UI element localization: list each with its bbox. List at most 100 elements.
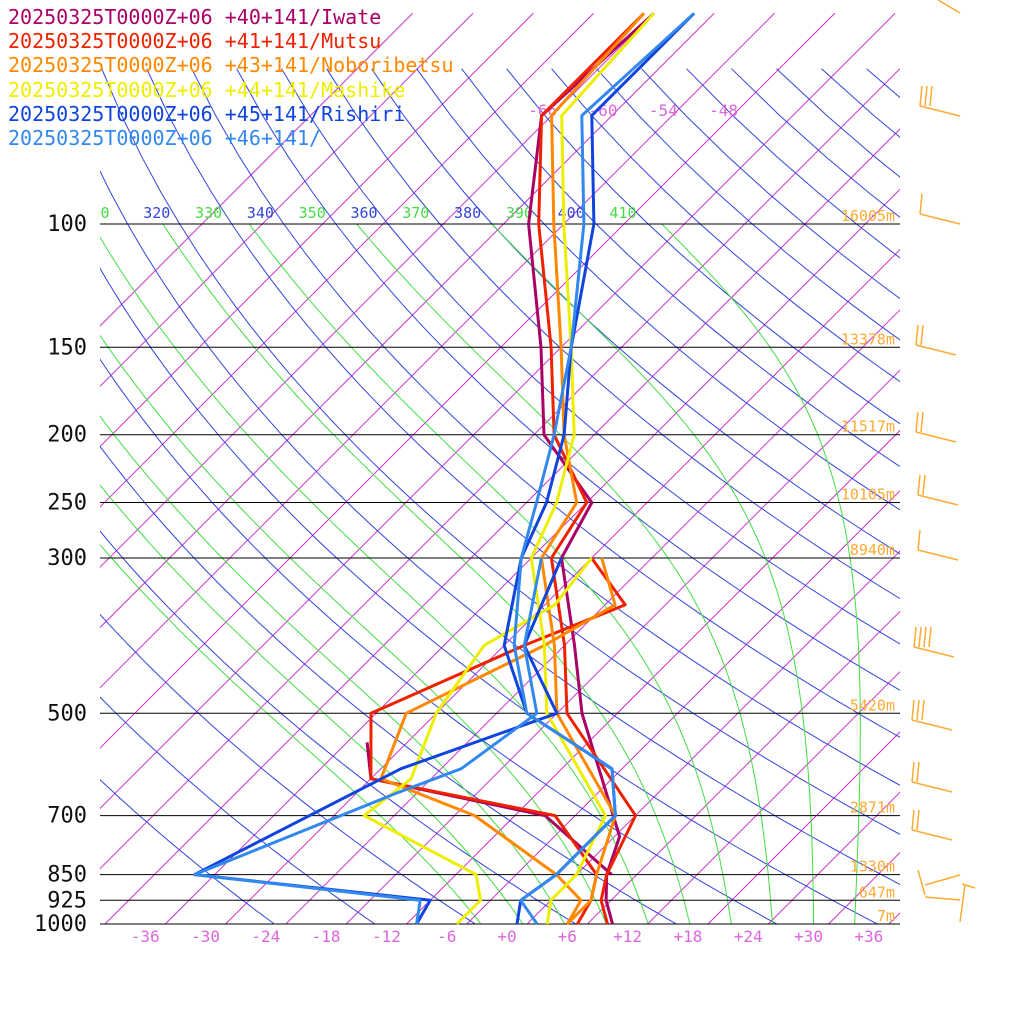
isotherm-label: -54 [649,101,678,120]
wind-barb [919,193,961,225]
height-label: 10105m [841,486,895,504]
moist-adiabat-line [356,223,774,924]
moist-adiabat-line [100,415,566,924]
isotherm-line [100,12,775,689]
dry-adiabat-line [100,358,778,924]
isentrope-label: 320 [143,204,170,222]
dewpoint-line [193,557,563,925]
temperature-line [512,12,696,925]
height-label: 1330m [850,858,895,876]
pressure-label: 1000 [34,912,87,937]
dewpoint-line [193,557,543,925]
isotherm-line [100,12,474,388]
height-label: 16005m [841,207,895,225]
isotherm-label: -48 [709,101,738,120]
x-tick-label: -6 [437,927,456,946]
moist-adiabat-lines [100,223,861,924]
pressure-label: 700 [47,804,87,829]
dry-adiabat-line [100,613,477,924]
moist-adiabat-line [661,223,861,924]
dry-adiabat-line [146,68,900,786]
x-tick-label: -30 [191,927,220,946]
isotherm-line [466,490,900,924]
dry-adiabat-line [281,68,900,645]
pressure-label: 500 [47,701,87,726]
legend-entry: 20250325T0000Z+06 +41+141/Mutsu [8,29,382,54]
dry-adiabat-line [326,68,900,600]
x-tick-labels: -36 -30 -24 -18 -12 -6 +0 +6 +12 +18 +24 +30 +36 [131,927,884,946]
legend-entry: 20250325T0000Z+06 +40+141/Iwate [8,5,382,29]
legend-entry: 20250325T0000Z+06 +44+141/Mashike [8,77,406,102]
sounding-series [193,12,696,926]
pressure-label: 200 [47,423,87,448]
isotherm-line [587,610,900,924]
moist-adiabat-line [162,223,691,924]
moist-adiabat-line [100,334,607,924]
moist-adiabat-line [100,543,482,924]
moist-adiabat-line [100,236,649,924]
wind-barb [917,474,959,506]
wind-barb [913,626,955,658]
pressure-label: 850 [47,863,87,888]
moist-adiabat-line [491,223,815,924]
x-tick-label: +0 [497,927,516,946]
pressure-label: 300 [47,546,87,571]
legend-entry: 20250325T0000Z+06 +46+141/ [8,126,322,151]
isotherm-line [100,12,534,448]
isotherm-line [828,851,900,924]
dry-adiabat-line [371,68,900,555]
x-tick-label: +30 [794,927,823,946]
height-label: 647m [859,883,895,901]
wind-barb [911,809,953,841]
temperature-line [537,12,645,925]
isotherm-lines [100,12,900,924]
height-label: 8940m [850,541,895,559]
dry-adiabat-line [776,68,900,178]
isotherm-line [104,128,900,924]
dry-adiabat-line [100,696,376,924]
pressure-label: 250 [47,491,87,516]
x-tick-label: -24 [251,927,280,946]
dry-adiabat-lines [100,68,900,924]
dry-adiabat-line [416,68,900,511]
isentrope-label: 370 [402,204,429,222]
isotherm-line [100,12,896,810]
legend-entry: 20250325T0000Z+06 +43+141/Noboribetsu [8,53,454,78]
isentrope-label: 360 [350,204,377,222]
isentrope-label: 0 [100,204,109,222]
isotherm-line [767,791,900,924]
x-tick-label: +24 [734,927,763,946]
isotherm-line [647,670,900,924]
wind-barb [911,699,953,731]
height-labels: 16005m 13378m 11517m 10105m 8940m 5420m 2871m 1… [841,207,895,925]
wind-barb [915,324,957,356]
wind-barb [911,761,953,793]
wind-barb [915,411,957,443]
pressure-label: 150 [47,335,87,360]
isotherm-labels: -66 -60 -54 -48 [528,101,738,120]
x-tick-label: +12 [613,927,642,946]
isotherm-line [225,248,900,924]
isobar-lines [100,223,900,925]
isotherm-line [406,429,900,924]
temperature-line [529,12,656,925]
isotherm-line [100,67,900,870]
isotherm-line [100,12,655,568]
height-label: 13378m [841,330,895,348]
dry-adiabat-line [641,68,900,300]
dry-adiabat-line [236,68,900,691]
dry-adiabat-line [100,445,678,924]
isentrope-label: 410 [609,204,636,222]
dry-adiabat-line [191,68,900,738]
isotherm-line [100,12,414,327]
isotherm-line [164,188,900,924]
wind-barbs [911,0,976,923]
wind-barb [919,85,961,117]
x-tick-label: -36 [131,927,160,946]
dry-adiabat-line [100,170,900,885]
isentrope-label: 380 [454,204,481,222]
isentrope-label: 350 [299,204,326,222]
x-tick-label: -12 [372,927,401,946]
dry-adiabat-line [101,68,900,835]
